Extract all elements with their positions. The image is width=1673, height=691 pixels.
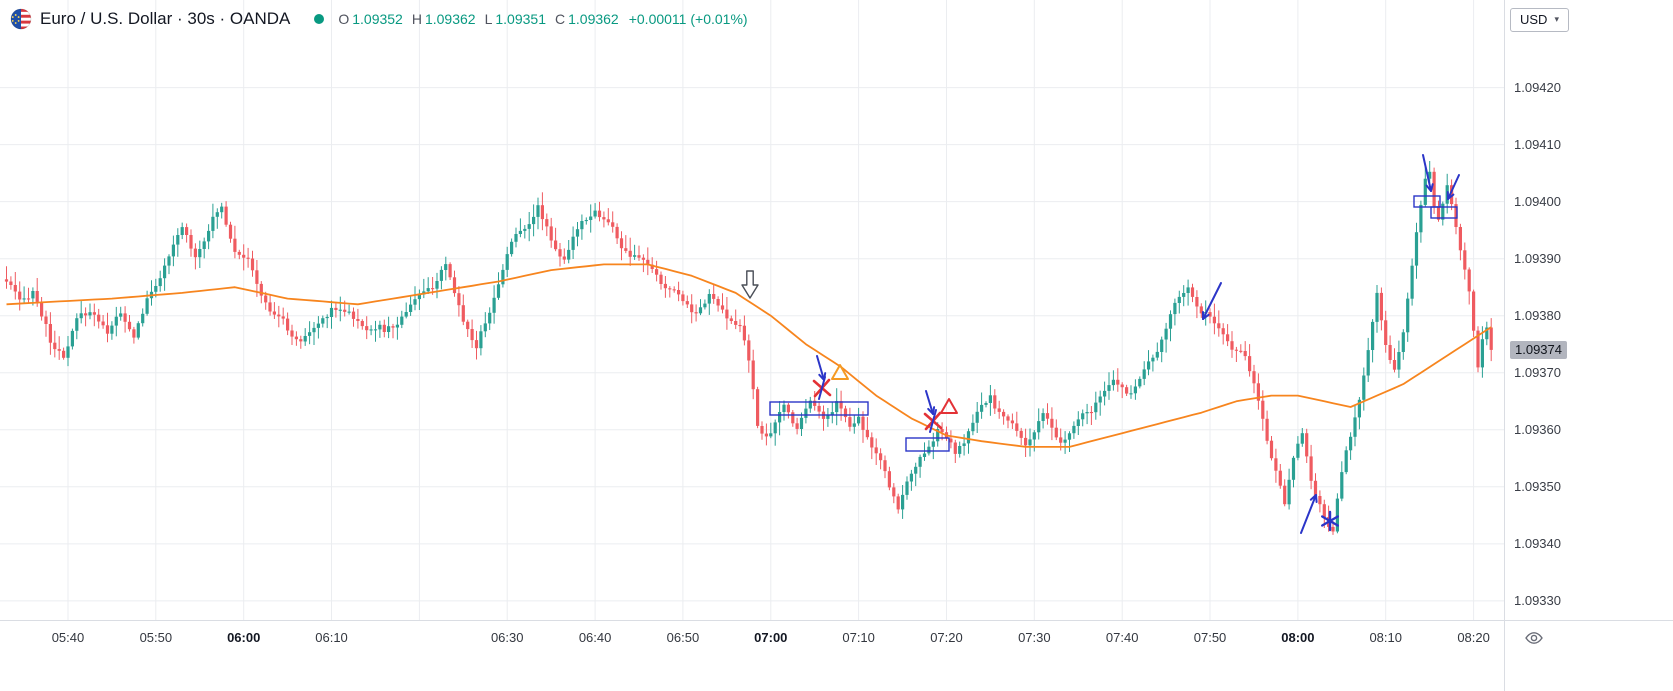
ohlc-close-label: C bbox=[554, 11, 566, 27]
time-axis-label: 06:00 bbox=[227, 630, 261, 645]
price-axis-label: 1.09370 bbox=[1514, 364, 1561, 380]
time-axis-label: 08:20 bbox=[1457, 630, 1490, 645]
time-axis-label: 06:40 bbox=[578, 630, 612, 645]
annotation-triangle[interactable] bbox=[831, 364, 849, 380]
price-chart-canvas[interactable] bbox=[0, 0, 1504, 620]
time-axis-label: 06:30 bbox=[490, 630, 524, 645]
symbol-logo-icon[interactable] bbox=[10, 8, 32, 30]
axis-corner bbox=[1504, 620, 1673, 691]
ohlc-open-value: 1.09352 bbox=[352, 11, 403, 27]
annotation-arrow[interactable] bbox=[1202, 282, 1222, 320]
time-axis-label: 07:40 bbox=[1105, 630, 1139, 645]
chevron-down-icon: ▾ bbox=[1554, 14, 1559, 24]
time-axis-label: 08:10 bbox=[1369, 630, 1402, 645]
annotation-x_mark[interactable] bbox=[923, 409, 943, 433]
drawing-annotations bbox=[741, 154, 1460, 534]
time-axis-label: 07:00 bbox=[754, 630, 788, 645]
time-axis-label: 06:10 bbox=[315, 630, 348, 645]
price-axis-label: 1.09390 bbox=[1514, 250, 1561, 266]
market-status-dot bbox=[314, 14, 325, 24]
ohlc-open-label: O bbox=[338, 11, 350, 27]
time-axis-label: 05:50 bbox=[139, 630, 173, 645]
price-axis-label: 1.09380 bbox=[1514, 307, 1561, 323]
last-price-label: 1.09374 bbox=[1510, 340, 1567, 359]
annotation-asterisk[interactable] bbox=[1320, 510, 1340, 532]
eye-icon[interactable] bbox=[1523, 627, 1545, 649]
ohlc-readout: O 1.09352 H 1.09362 L 1.09351 C 1.09362 +0.0… bbox=[338, 11, 747, 27]
price-axis-label: 1.09330 bbox=[1514, 592, 1561, 608]
price-axis-label: 1.09350 bbox=[1514, 478, 1561, 494]
price-axis-label: 1.09400 bbox=[1514, 193, 1561, 209]
annotation-hollow_arrow_down[interactable] bbox=[741, 270, 759, 299]
time-axis-label: 07:50 bbox=[1193, 630, 1227, 645]
currency-label: USD bbox=[1520, 12, 1548, 27]
ohlc-low-value: 1.09351 bbox=[495, 11, 546, 27]
annotation-x_mark[interactable] bbox=[812, 376, 832, 400]
annotation-arrow[interactable] bbox=[925, 390, 936, 415]
annotation-triangle[interactable] bbox=[940, 398, 958, 414]
price-axis-label: 1.09420 bbox=[1514, 79, 1561, 95]
ohlc-high-label: H bbox=[411, 11, 422, 27]
annotation-arrow[interactable] bbox=[1446, 174, 1460, 200]
ohlc-high-value: 1.09362 bbox=[424, 11, 476, 27]
annotation-arrow[interactable] bbox=[1300, 494, 1318, 534]
price-axis[interactable]: USD ▾ 1.09420 1.09410 1.09400 1.09390 1.0938… bbox=[1504, 0, 1673, 620]
ma-line[interactable] bbox=[6, 263, 1492, 448]
annotation-rect[interactable] bbox=[905, 437, 950, 452]
symbol-title[interactable]: Euro / U.S. Dollar · 30s · OANDA bbox=[40, 9, 291, 28]
price-change-value: +0.00011 (+0.01%) bbox=[628, 11, 748, 27]
time-axis-label: 06:50 bbox=[666, 630, 700, 645]
price-axis-label: 1.09410 bbox=[1514, 136, 1561, 152]
time-axis-label: 05:40 bbox=[51, 630, 85, 645]
time-axis[interactable]: 05:40 05:50 06:00 06:10 06:30 06:40 06:50 07:00… bbox=[0, 620, 1504, 691]
time-axis-label: 07:10 bbox=[842, 630, 875, 645]
annotation-rect[interactable] bbox=[1413, 195, 1441, 208]
price-axis-label: 1.09340 bbox=[1514, 535, 1561, 551]
currency-selector-button[interactable]: USD ▾ bbox=[1510, 8, 1569, 32]
price-axis-label: 1.09360 bbox=[1514, 421, 1561, 437]
symbol-legend: Euro / U.S. Dollar · 30s · OANDA O 1.0935… bbox=[10, 8, 748, 30]
annotation-rect[interactable] bbox=[769, 401, 869, 416]
time-axis-label: 07:20 bbox=[930, 630, 963, 645]
time-axis-label: 07:30 bbox=[1018, 630, 1051, 645]
annotation-arrow[interactable] bbox=[1422, 154, 1434, 192]
grid-lines bbox=[0, 0, 1504, 620]
annotation-rect[interactable] bbox=[1430, 206, 1458, 219]
ohlc-close-value: 1.09362 bbox=[568, 11, 619, 27]
annotation-arrow[interactable] bbox=[816, 355, 827, 381]
candlestick-series bbox=[4, 161, 1493, 535]
time-axis-label: 08:00 bbox=[1281, 630, 1315, 645]
ohlc-low-label: L bbox=[484, 11, 493, 27]
